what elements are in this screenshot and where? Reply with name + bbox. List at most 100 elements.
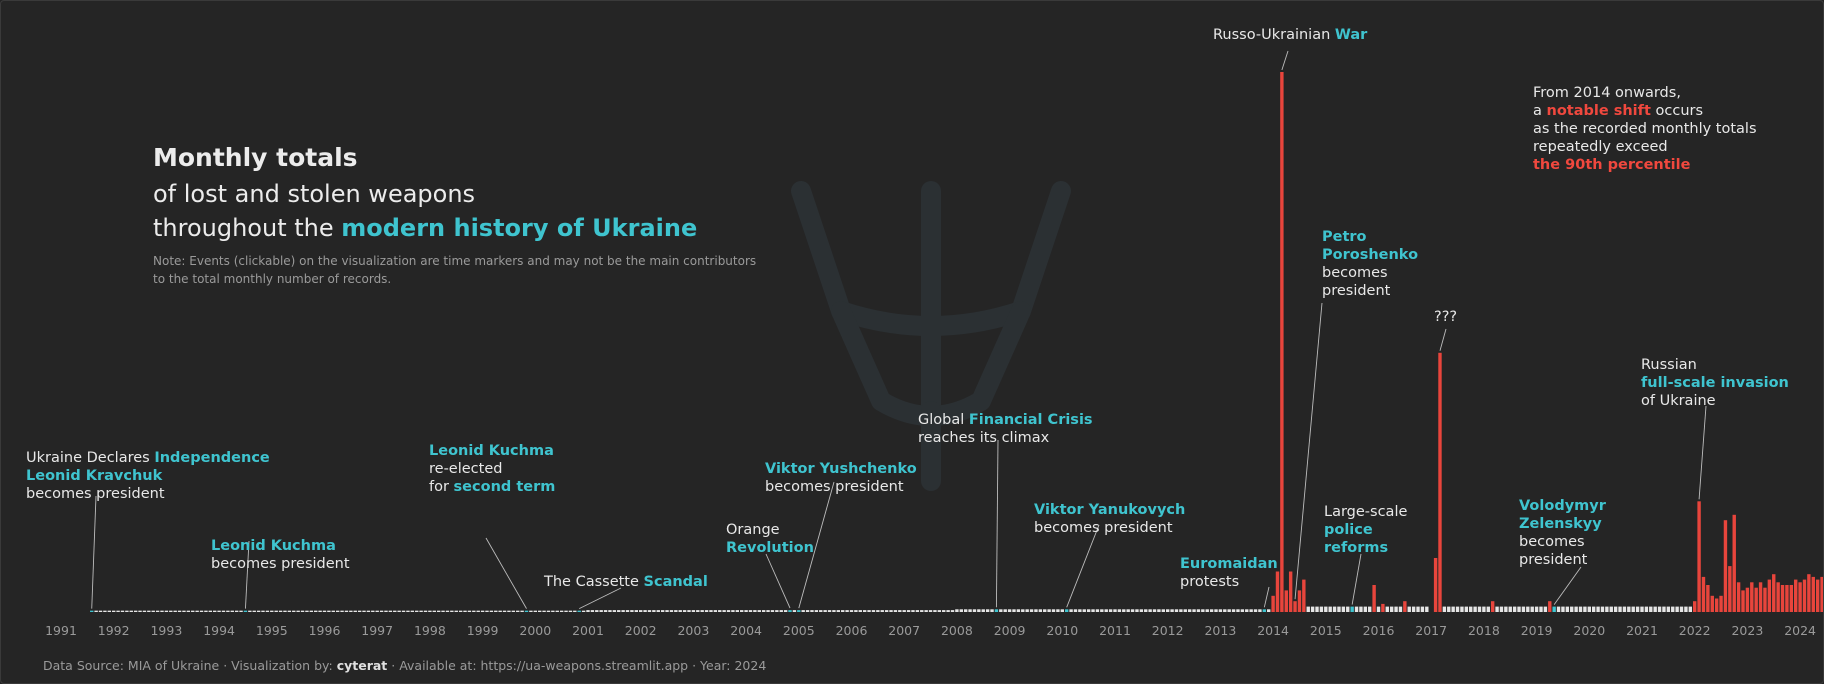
bar-1995-10 <box>309 610 314 612</box>
event-label-line: protests <box>1180 573 1278 591</box>
bar-2003-04 <box>704 610 709 612</box>
bar-2015-02 <box>1328 606 1332 612</box>
event-marker-2000-11[interactable]: The Cassette Scandal <box>544 573 708 591</box>
event-marker-2017-03[interactable]: ??? <box>1434 308 1457 326</box>
bar-1994-01 <box>217 610 221 612</box>
bar-1991-11 <box>103 610 107 612</box>
x-tick-1992: 1992 <box>98 623 130 638</box>
bar-1997-08 <box>406 610 410 612</box>
bar-2019-05 <box>1552 606 1556 612</box>
bar-1993-10 <box>204 610 208 612</box>
bar-2022-07 <box>1719 595 1723 612</box>
bar-1991-09 <box>94 610 98 612</box>
bar-2023-03 <box>1754 587 1758 612</box>
bar-2007-12 <box>950 610 955 612</box>
bar-2018-04 <box>1495 606 1499 612</box>
event-leader-2005-01 <box>798 481 835 609</box>
event-label-text: becomes president <box>1034 520 1173 536</box>
bar-2024-03 <box>1807 574 1811 612</box>
event-marker-2013-11[interactable]: Euromaidan protests <box>1180 555 1278 591</box>
event-marker-1994-07[interactable]: Leonid Kuchma becomes president <box>211 537 350 573</box>
event-label-line: becomes president <box>1034 519 1185 537</box>
bar-1999-04 <box>494 610 498 612</box>
bar-1999-11 <box>524 610 529 612</box>
event-marker-2022-02[interactable]: Russian full-scale invasion of Ukraine <box>1641 356 1789 410</box>
bar-2020-04 <box>1600 606 1605 612</box>
bar-1996-08 <box>353 610 357 612</box>
event-label-text: ??? <box>1434 309 1458 325</box>
bar-2020-03 <box>1596 606 1600 612</box>
event-label-text: police <box>1324 522 1373 538</box>
event-marker-2004-11[interactable]: Orange Revolution <box>726 521 814 557</box>
bar-1999-03 <box>489 610 494 612</box>
x-tick-1991: 1991 <box>45 623 77 638</box>
event-label-line: for second term <box>429 478 555 496</box>
side-note-text-4-0: the 90th percentile <box>1533 157 1691 173</box>
bar-2016-08 <box>1407 606 1411 612</box>
side-note-text-1-1: notable shift <box>1546 103 1651 119</box>
event-marker-2015-07[interactable]: Large-scale police reforms <box>1324 503 1407 557</box>
bar-2021-12 <box>1688 606 1693 612</box>
bar-2017-08 <box>1460 606 1464 612</box>
bar-1994-06 <box>239 610 243 612</box>
bar-1997-01 <box>375 610 379 612</box>
x-tick-1994: 1994 <box>203 623 235 638</box>
event-marker-2014-03[interactable]: Russo-Ukrainian War <box>1213 26 1367 44</box>
bar-2016-07 <box>1403 601 1407 612</box>
x-tick-2009: 2009 <box>994 623 1026 638</box>
event-label-line: Ukraine Declares Independence <box>26 449 270 467</box>
bar-2013-08 <box>1249 609 1253 612</box>
bar-2009-02 <box>1012 609 1016 612</box>
event-marker-2019-05[interactable]: Volodymyr Zelenskyy becomes president <box>1519 497 1606 569</box>
event-marker-2014-06[interactable]: Petro Poroshenko becomes president <box>1322 228 1418 300</box>
event-label-text: Leonid Kuchma <box>211 538 336 554</box>
event-marker-2008-10[interactable]: Global Financial Crisis reaches its clima… <box>918 411 1093 447</box>
event-marker-2010-02[interactable]: Viktor Yanukovych becomes president <box>1034 501 1185 537</box>
bar-2006-02 <box>854 610 858 612</box>
bar-2004-08 <box>775 610 779 612</box>
bar-2014-03 <box>1280 72 1284 612</box>
bar-2012-11 <box>1209 609 1214 612</box>
bar-2022-04 <box>1706 585 1710 612</box>
bar-2010-07 <box>1086 609 1091 612</box>
bar-1998-04 <box>441 610 445 612</box>
event-label-text: Volodymyr <box>1519 498 1606 514</box>
event-leader-2004-11 <box>765 553 791 609</box>
bar-2022-03 <box>1701 576 1706 612</box>
bar-2005-07 <box>823 610 827 612</box>
x-tick-2015: 2015 <box>1310 623 1342 638</box>
footer: Data Source: MIA of Ukraine · Visualizat… <box>43 658 766 673</box>
bar-2019-03 <box>1543 606 1548 612</box>
bar-2014-05 <box>1288 571 1293 612</box>
bar-2015-08 <box>1354 606 1359 612</box>
event-label-line: police <box>1324 521 1407 539</box>
bar-1992-06 <box>133 610 138 612</box>
bar-2014-04 <box>1284 590 1288 612</box>
bar-2012-06 <box>1187 609 1192 612</box>
event-marker-1991-08[interactable]: Ukraine Declares Independence Leonid Krav… <box>26 449 270 503</box>
bar-1995-07 <box>296 610 300 612</box>
x-tick-2011: 2011 <box>1099 623 1131 638</box>
bar-1998-10 <box>467 610 472 612</box>
bar-1998-06 <box>450 610 454 612</box>
bar-2003-11 <box>735 610 740 612</box>
x-tick-2003: 2003 <box>677 623 709 638</box>
bar-1999-08 <box>511 610 516 612</box>
bar-1998-11 <box>472 610 476 612</box>
event-marker-1999-11[interactable]: Leonid Kuchma re-elected for second term <box>429 442 555 496</box>
bar-2001-03 <box>595 610 599 612</box>
bar-2019-12 <box>1583 606 1587 612</box>
bar-2009-09 <box>1043 609 1047 612</box>
bar-2022-06 <box>1714 598 1719 612</box>
bar-2000-03 <box>542 610 546 612</box>
bar-2024-06 <box>1820 576 1823 612</box>
bar-2006-04 <box>862 610 867 612</box>
bar-2019-07 <box>1561 606 1565 612</box>
bar-1991-10 <box>98 610 103 612</box>
bar-2018-02 <box>1486 606 1490 612</box>
event-label-line: becomes president <box>26 485 270 503</box>
event-label-text: Ukraine Declares <box>26 450 155 466</box>
bar-2019-01 <box>1534 606 1539 612</box>
event-marker-2005-01[interactable]: Viktor Yushchenko becomes president <box>765 460 917 496</box>
event-label-line: Revolution <box>726 539 814 557</box>
